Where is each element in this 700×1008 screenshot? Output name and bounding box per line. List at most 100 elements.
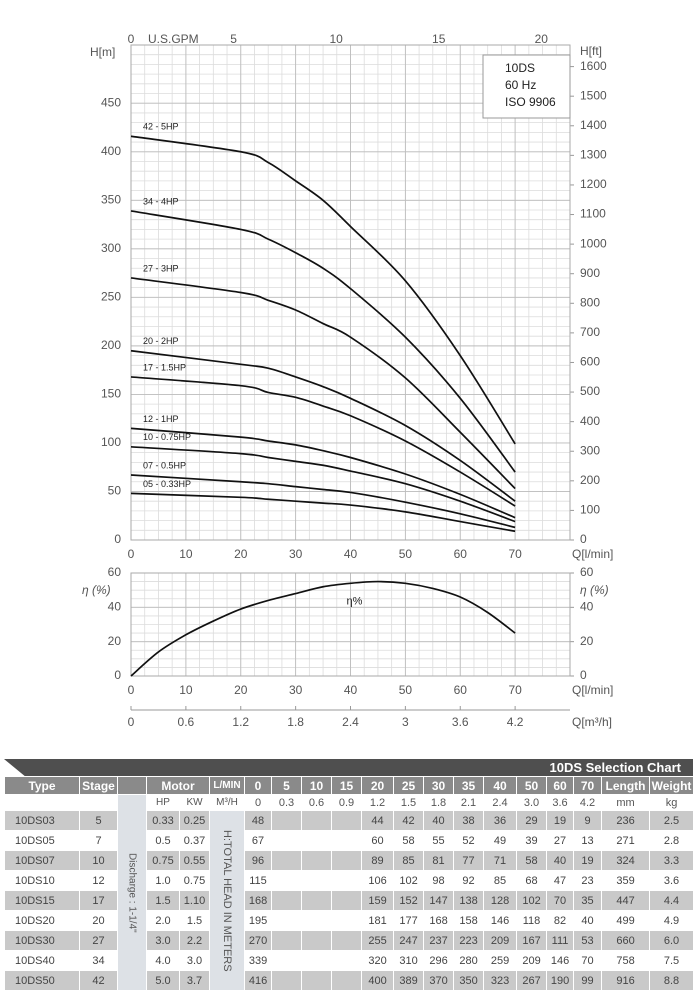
head-cell: 9 <box>573 810 603 831</box>
y-tick-label: 350 <box>101 192 121 206</box>
series-label: 42 - 5HP <box>143 122 179 132</box>
head-cell <box>271 870 303 891</box>
head-cell: 370 <box>423 970 455 991</box>
x2-tick-label: 3.6 <box>452 715 469 729</box>
subheader-cell: M³/H <box>209 794 246 811</box>
header-cell: 70 <box>573 776 603 795</box>
head-cell <box>301 810 333 831</box>
type-cell: 10DS15 <box>4 890 80 911</box>
head-cell <box>331 850 363 871</box>
curve <box>130 277 516 490</box>
annotation: 60 Hz <box>505 78 536 92</box>
x2-tick-label: 1.2 <box>232 715 249 729</box>
kw-cell: 1.5 <box>178 910 211 931</box>
table-title: 10DS Selection Chart <box>4 759 693 776</box>
curve <box>130 445 516 523</box>
curve <box>130 376 516 507</box>
head-cell <box>301 870 333 891</box>
y2-axis-label: η (%) <box>580 583 609 597</box>
y2-tick-label: 200 <box>580 473 600 487</box>
y2-tick-label: 800 <box>580 295 600 309</box>
x2-tick-label: 20 <box>535 32 549 46</box>
head-cell: 152 <box>393 890 425 911</box>
y-axis-label: η (%) <box>82 583 111 597</box>
stage-cell: 34 <box>79 950 118 971</box>
head-cell: 19 <box>573 850 603 871</box>
head-cell: 177 <box>393 910 425 931</box>
x2-axis-label: U.S.GPM <box>148 32 199 46</box>
stage-cell: 12 <box>79 870 118 891</box>
head-cell <box>331 930 363 951</box>
y2-tick-label: 1600 <box>580 59 607 73</box>
head-cell <box>271 830 303 851</box>
header-cell: 5 <box>271 776 303 795</box>
y-tick-label: 50 <box>108 484 122 498</box>
x-tick-label: 40 <box>344 683 358 697</box>
head-cell: 39 <box>516 830 548 851</box>
weight-cell: 4.4 <box>649 890 695 911</box>
type-cell: 10DS40 <box>4 950 80 971</box>
series-label: 20 - 2HP <box>143 336 179 346</box>
x-tick-label: 30 <box>289 547 303 561</box>
head-cell: 27 <box>546 830 575 851</box>
plot-frame <box>130 572 571 677</box>
head-cell: 350 <box>453 970 485 991</box>
hp-cell: 3.0 <box>146 930 180 951</box>
head-cell <box>331 830 363 851</box>
stage-cell: 10 <box>79 850 118 871</box>
selection-table: 10DS Selection Chart Type Stage Motor L/MIN… <box>4 759 695 991</box>
x-tick-label: 20 <box>234 683 248 697</box>
header-cell: Motor <box>145 776 211 795</box>
head-cell <box>271 930 303 951</box>
y-axis-label: H[m] <box>90 45 115 59</box>
kw-cell: 0.25 <box>178 810 211 831</box>
weight-cell: 7.5 <box>649 950 695 971</box>
head-cell: 92 <box>453 870 485 891</box>
head-cell: 400 <box>361 970 395 991</box>
subheader-cell: 4.2 <box>573 794 603 811</box>
x-tick-label: 10 <box>179 547 193 561</box>
weight-cell: 6.0 <box>649 930 695 951</box>
head-cell: 270 <box>244 930 273 951</box>
weight-cell: 8.8 <box>649 970 695 991</box>
x-tick-label: 0 <box>128 547 135 561</box>
head-cell <box>331 810 363 831</box>
type-cell: 10DS10 <box>4 870 80 891</box>
x-tick-label: 40 <box>344 547 358 561</box>
subheader-cell: KW <box>178 794 211 811</box>
head-cell: 138 <box>453 890 485 911</box>
y2-tick-label: 500 <box>580 384 600 398</box>
hp-cell: 5.0 <box>146 970 180 991</box>
hp-cell: 1.5 <box>146 890 180 911</box>
head-cell: 70 <box>573 950 603 971</box>
annotation: ISO 9906 <box>505 95 556 109</box>
y-tick-label: 200 <box>101 338 121 352</box>
length-cell: 324 <box>601 850 651 871</box>
stage-cell: 7 <box>79 830 118 851</box>
x2-tick-label: 4.2 <box>507 715 524 729</box>
y-tick-label: 20 <box>108 634 122 648</box>
y2-tick-label: 300 <box>580 443 600 457</box>
series-label: 10 - 0.75HP <box>143 432 191 442</box>
hp-cell: 0.33 <box>146 810 180 831</box>
x-tick-label: 10 <box>179 683 193 697</box>
head-cell <box>331 910 363 931</box>
header-cell: 15 <box>331 776 363 795</box>
type-cell: 10DS07 <box>4 850 80 871</box>
table-row: Discharge : 1-1/4" HP KW M³/H 0 0.3 0.6 0.9 1.2 1… <box>4 794 695 991</box>
head-cell: 53 <box>573 930 603 951</box>
head-cell: 118 <box>516 910 548 931</box>
hp-cell: 1.0 <box>146 870 180 891</box>
weight-cell: 2.5 <box>649 810 695 831</box>
length-cell: 758 <box>601 950 651 971</box>
header-cell: 30 <box>423 776 455 795</box>
annotation: 10DS <box>505 61 535 75</box>
y2-tick-label: 900 <box>580 266 600 280</box>
type-cell: 10DS03 <box>4 810 80 831</box>
table: Type Stage Motor L/MIN 0 5 10 15 20 25 30 35 40 50 60 7… <box>4 776 695 991</box>
x-tick-label: 0 <box>128 683 135 697</box>
x2-tick-label: 15 <box>432 32 446 46</box>
head-cell: 255 <box>361 930 395 951</box>
header-cell: 0 <box>244 776 273 795</box>
